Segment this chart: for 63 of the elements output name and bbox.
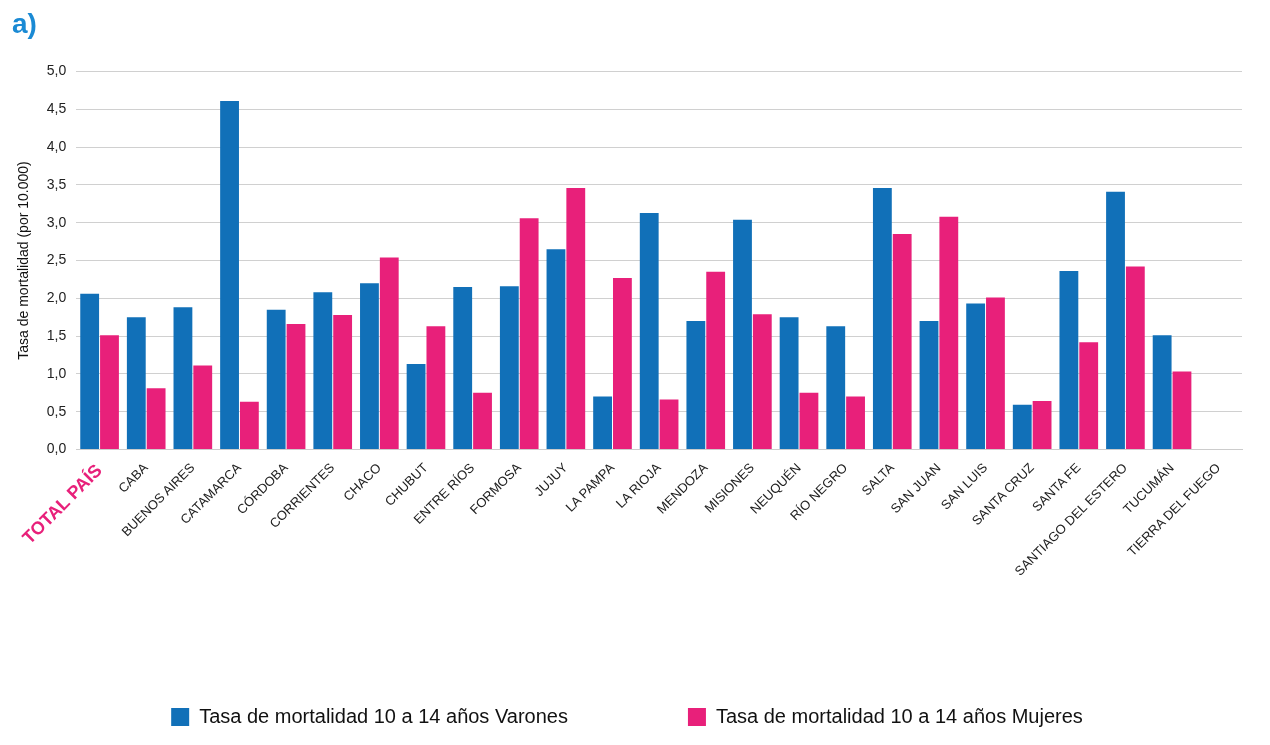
bar: [266, 309, 286, 449]
bar: [752, 314, 772, 449]
bar: [779, 317, 799, 449]
bar: [193, 365, 213, 449]
bar: [286, 324, 306, 449]
bar: [1152, 335, 1172, 449]
bar: [733, 219, 752, 449]
bar: [846, 396, 865, 449]
bar: [1079, 342, 1099, 449]
bar: [872, 187, 892, 449]
y-tick-label: 0,0: [46, 440, 67, 457]
y-tick-label: 3,5: [46, 175, 67, 192]
y-axis-title: Tasa de mortalidad (por 10.000): [15, 161, 32, 360]
y-tick-label: 2,5: [46, 251, 67, 268]
bar: [613, 277, 632, 449]
bar: [1032, 401, 1052, 449]
bar: [80, 293, 100, 449]
bar: [826, 326, 846, 449]
bar: [919, 320, 939, 449]
y-tick-label: 5,0: [46, 62, 67, 79]
bar: [659, 399, 679, 449]
bar: [546, 249, 566, 449]
legend-label: Tasa de mortalidad 10 a 14 años Varones: [199, 704, 568, 727]
bar: [1106, 191, 1125, 449]
y-tick-label: 4,0: [46, 138, 67, 155]
bar: [1125, 266, 1145, 449]
bar: [519, 218, 539, 449]
bar: [239, 401, 259, 449]
y-tick-label: 0,5: [46, 402, 67, 419]
bar: [639, 212, 659, 449]
bar: [1012, 404, 1032, 449]
bar: [939, 216, 959, 449]
bar: [379, 257, 399, 449]
bar: [473, 392, 492, 449]
y-tick-label: 4,5: [46, 100, 67, 117]
bar: [1059, 271, 1079, 449]
y-tick-label: 3,0: [46, 213, 67, 230]
bar: [126, 317, 146, 449]
bar: [799, 392, 819, 449]
y-tick-label: 2,0: [46, 289, 67, 306]
bar: [892, 234, 912, 449]
bar: [499, 286, 519, 449]
y-tick-label: 1,0: [46, 364, 67, 381]
legend-label: Tasa de mortalidad 10 a 14 años Mujeres: [715, 704, 1083, 727]
y-tick-label: 1,5: [46, 326, 67, 343]
bar: [100, 335, 119, 449]
bar: [313, 292, 333, 449]
bar: [220, 101, 239, 449]
bar: [593, 396, 613, 449]
bar: [333, 314, 353, 449]
bar: [706, 271, 726, 449]
bar: [986, 297, 1005, 449]
bar: [1172, 371, 1192, 449]
bar: [453, 286, 473, 449]
bar: [146, 388, 166, 449]
bar: [173, 307, 193, 449]
bar: [566, 187, 586, 449]
chart-title: a): [12, 7, 37, 39]
bar: [426, 326, 446, 449]
bar: [406, 364, 426, 449]
bar: [360, 283, 379, 449]
bar: [966, 303, 986, 449]
bar: [686, 320, 706, 449]
